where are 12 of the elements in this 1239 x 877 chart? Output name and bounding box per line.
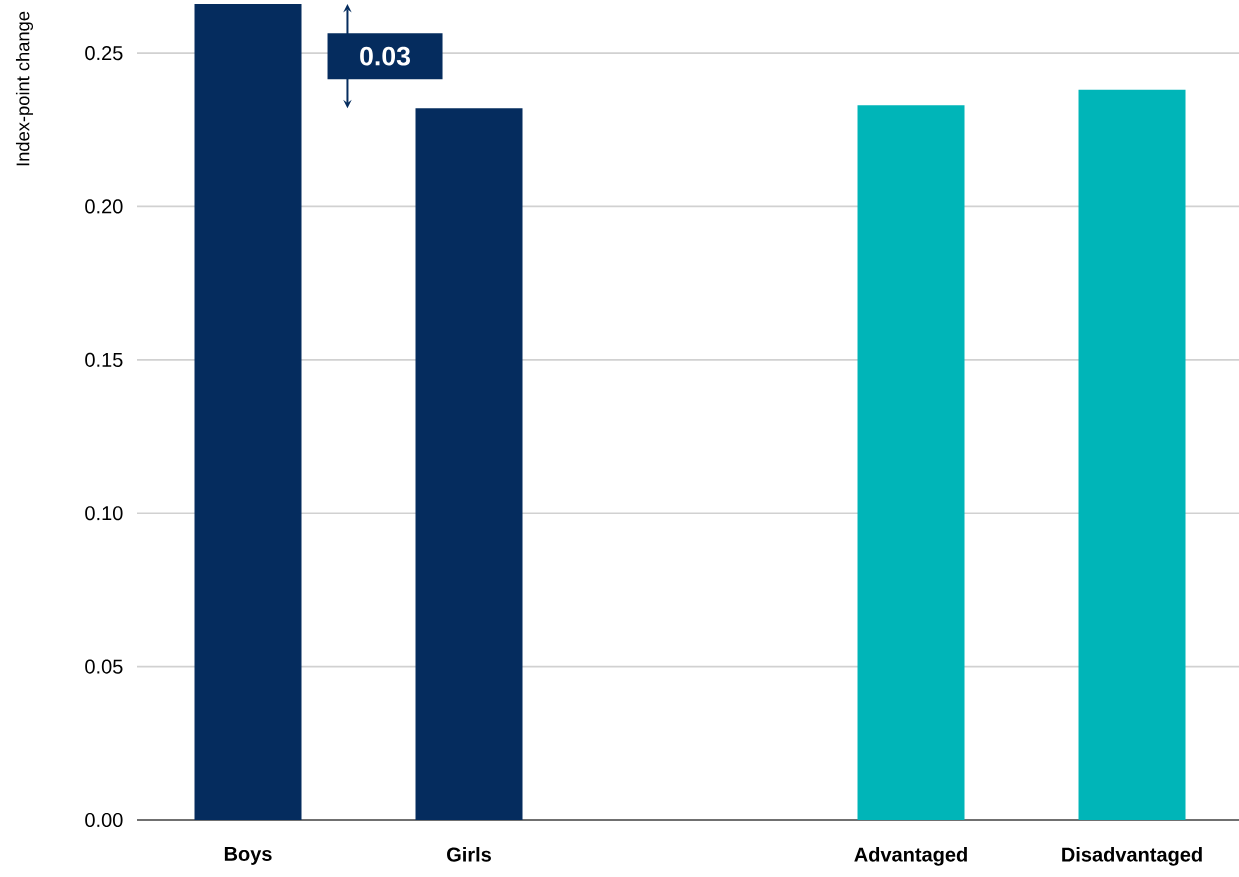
y-tick-label: 0.20 — [85, 199, 123, 214]
x-tick-label: Disadvantaged — [1062, 847, 1202, 866]
annotation: 0.03 — [360, 46, 410, 66]
x-tick-label: Girls — [447, 847, 491, 862]
x-tick-label: Advantaged — [854, 847, 967, 866]
x-tick-label: Boys — [224, 846, 272, 865]
y-tick-label: 0.00 — [85, 812, 123, 828]
y-tick-label: 0.10 — [85, 506, 123, 521]
y-tick-label: 0.05 — [85, 659, 123, 674]
y-tick-label: 0.25 — [85, 45, 123, 61]
y-axis-title: Index-point change — [15, 11, 34, 166]
y-tick-label: 0.15 — [85, 352, 123, 367]
